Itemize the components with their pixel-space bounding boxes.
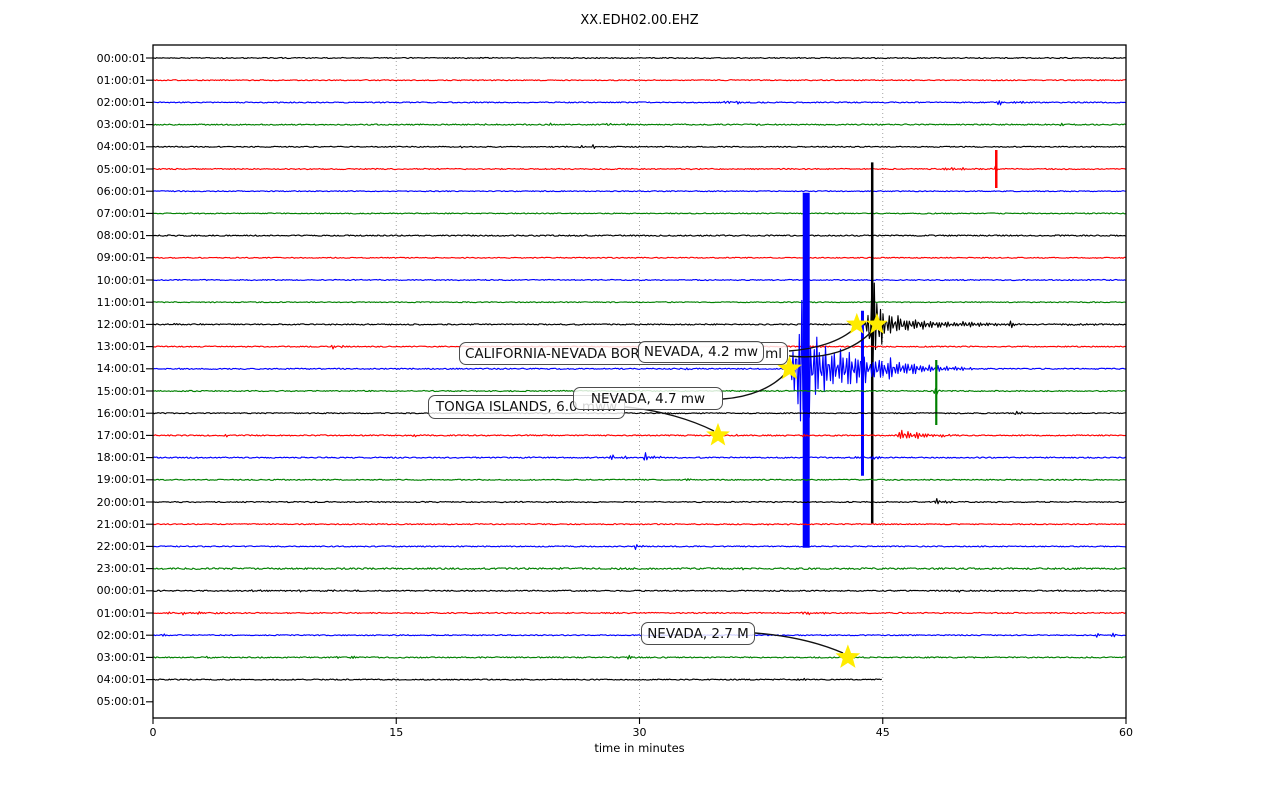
x-tick-label-60: 60 [1119, 726, 1133, 739]
y-row-label-10: 10:00:01 [96, 273, 146, 287]
y-row-label-22: 22:00:01 [96, 539, 146, 553]
event-star-0 [845, 312, 868, 334]
event-star-2 [777, 355, 802, 380]
y-row-label-0: 00:00:01 [96, 51, 146, 65]
y-row-label-23: 23:00:01 [96, 562, 146, 576]
y-row-label-2: 02:00:01 [96, 95, 146, 109]
event-annotation-2: NEVADA, 4.7 mw [573, 387, 723, 410]
y-row-label-19: 19:00:01 [96, 473, 146, 487]
event-star-4 [835, 644, 861, 668]
leader-line-3 [624, 406, 715, 432]
leader-line-2 [722, 372, 787, 400]
trace-row-18-18:00:01 [152, 452, 1126, 461]
y-row-label-18: 18:00:01 [96, 451, 146, 465]
event-annotation-4: NEVADA, 2.7 M [641, 622, 755, 645]
event-annotation-text: NEVADA, 4.7 mw [590, 390, 706, 407]
trace-row-20-20:00:01 [152, 498, 1126, 505]
trace-row-27-03:00:01 [152, 654, 1126, 660]
y-row-label-9: 09:00:01 [96, 251, 146, 265]
page-title: XX.EDH02.00.EHZ [580, 13, 699, 28]
trace-row-1-01:00:01 [152, 79, 1126, 82]
trace-row-0-00:00:01 [152, 56, 1126, 60]
plot-frame [152, 44, 1127, 719]
trace-row-5-05:00:01 [152, 165, 1126, 172]
trace-row-10-10:00:01 [152, 278, 1126, 282]
trace-row-3-03:00:01 [152, 122, 1126, 127]
y-row-label-29: 05:00:01 [96, 695, 146, 709]
y-row-label-8: 08:00:01 [96, 229, 146, 243]
trace-row-8-08:00:01 [152, 234, 1126, 237]
event-annotation-text: NEVADA, 2.7 M [647, 625, 749, 642]
trace-row-2-02:00:01 [152, 100, 1126, 106]
trace-row-16-16:00:01 [152, 410, 1126, 415]
y-row-label-13: 13:00:01 [96, 340, 146, 354]
leader-line-1 [788, 329, 874, 358]
trace-row-7-07:00:01 [152, 212, 1126, 215]
y-row-label-3: 03:00:01 [96, 118, 146, 132]
y-row-label-28: 04:00:01 [96, 673, 146, 687]
trace-row-24-00:00:01 [152, 589, 1126, 593]
trace-row-28-04:00:01 [153, 677, 882, 681]
event-annotation-text: NEVADA, 4.2 mw [643, 344, 759, 360]
leader-line-0 [788, 327, 856, 352]
trace-row-23-23:00:01 [152, 567, 1126, 571]
trace-row-22-22:00:01 [152, 544, 1126, 551]
y-row-label-25: 01:00:01 [96, 606, 146, 620]
y-row-label-7: 07:00:01 [96, 206, 146, 220]
leader-line-4 [754, 632, 844, 654]
y-row-label-12: 12:00:01 [96, 317, 146, 331]
event-star-3 [706, 422, 730, 446]
y-row-label-20: 20:00:01 [96, 495, 146, 509]
y-row-label-11: 11:00:01 [96, 295, 146, 309]
y-row-label-5: 05:00:01 [96, 162, 146, 176]
event-annotation-text: TONGA ISLANDS, 6.0 mww [435, 399, 618, 415]
trace-row-4-04:00:01 [152, 144, 1126, 149]
y-row-label-14: 14:00:01 [96, 362, 146, 376]
event-annotation-1: NEVADA, 4.2 mw [638, 341, 764, 363]
y-row-label-24: 00:00:01 [96, 584, 146, 598]
y-row-label-16: 16:00:01 [96, 406, 146, 420]
trace-row-25-01:00:01 [152, 611, 1126, 616]
trace-row-6-06:00:01 [152, 190, 1126, 193]
trace-row-17-17:00:01 [152, 429, 1126, 440]
y-row-label-1: 01:00:01 [96, 73, 146, 87]
x-axis-label: time in minutes [594, 741, 685, 755]
x-tick-label-45: 45 [875, 726, 890, 739]
y-row-label-26: 02:00:01 [96, 628, 146, 642]
trace-row-9-09:00:01 [152, 256, 1126, 259]
trace-row-14-14:00:01 [152, 279, 1126, 447]
trace-row-11-11:00:01 [153, 301, 1126, 304]
trace-row-21-21:00:01 [152, 523, 1126, 526]
event-annotation-text: CALIFORNIA-NEVADA BOR [465, 345, 640, 362]
trace-row-12-12:00:01 [152, 282, 1126, 372]
x-tick-label-30: 30 [632, 726, 647, 739]
y-row-label-4: 04:00:01 [96, 140, 146, 154]
y-row-label-15: 15:00:01 [96, 384, 146, 398]
event-annotation-suffix: ml [765, 345, 782, 362]
x-tick-label-15: 15 [389, 726, 404, 739]
x-tick-label-0: 0 [149, 726, 157, 739]
event-star-1 [866, 312, 888, 334]
y-row-label-27: 03:00:01 [96, 650, 146, 664]
trace-row-19-19:00:01 [152, 478, 1126, 482]
trace-row-26-02:00:01 [152, 632, 1126, 638]
y-row-label-6: 06:00:01 [96, 184, 146, 198]
y-row-label-21: 21:00:01 [96, 517, 146, 531]
y-row-label-17: 17:00:01 [96, 428, 146, 442]
